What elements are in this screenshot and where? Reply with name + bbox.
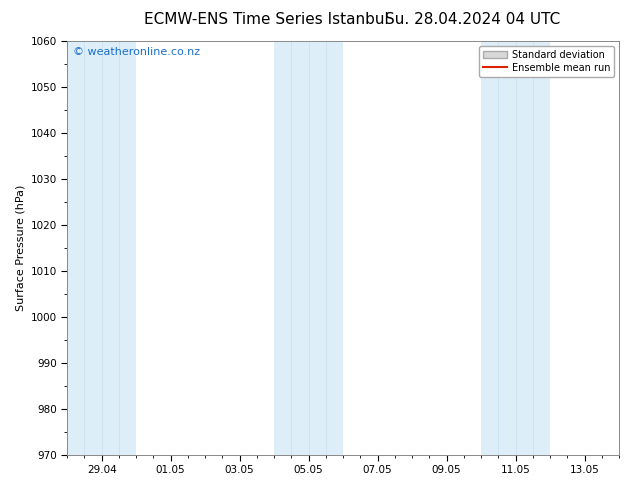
Bar	[67, 41, 136, 455]
Text: ECMW-ENS Time Series Istanbul: ECMW-ENS Time Series Istanbul	[144, 12, 389, 27]
Y-axis label: Surface Pressure (hPa): Surface Pressure (hPa)	[15, 185, 25, 311]
Text: Su. 28.04.2024 04 UTC: Su. 28.04.2024 04 UTC	[385, 12, 560, 27]
Text: © weatheronline.co.nz: © weatheronline.co.nz	[73, 47, 200, 57]
Legend: Standard deviation, Ensemble mean run: Standard deviation, Ensemble mean run	[479, 46, 614, 76]
Bar	[481, 41, 550, 455]
Bar	[274, 41, 343, 455]
